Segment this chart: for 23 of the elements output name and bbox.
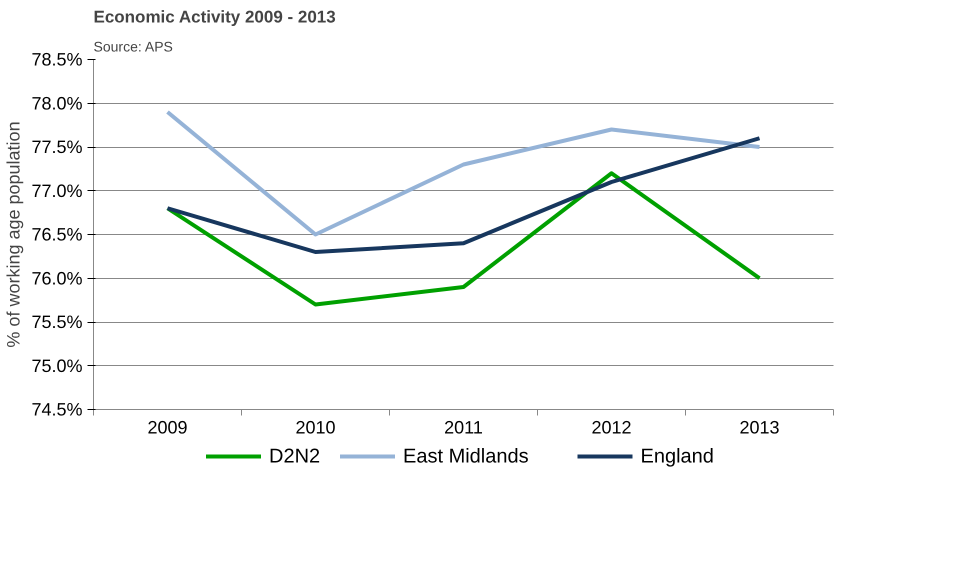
y-tick-label: 75.0% [31, 356, 83, 376]
legend-label: D2N2 [269, 446, 320, 468]
y-tick-label: 74.5% [31, 400, 83, 420]
x-tick-label: 2010 [295, 418, 336, 438]
source-note: Source: APS [94, 38, 173, 54]
line-series [166, 110, 762, 236]
x-tick-label: 2009 [147, 418, 188, 438]
y-tick-label: 78.0% [31, 93, 83, 114]
line-series [166, 171, 762, 306]
chart-title: Economic Activity 2009 - 2013 [94, 8, 336, 26]
y-tick-label: 75.5% [31, 312, 83, 332]
line-series [166, 136, 762, 254]
legend-label: East Midlands [403, 446, 529, 468]
y-axis-title: % of working age population [3, 121, 24, 348]
x-tick-label: 2011 [444, 418, 483, 438]
y-tick-label: 78.5% [31, 50, 83, 70]
y-tick-label: 77.5% [31, 137, 83, 157]
x-tick-label: 2013 [739, 418, 780, 438]
y-tick-label: 76.0% [31, 268, 83, 288]
legend-label: England [640, 446, 714, 468]
y-tick-label: 76.5% [31, 224, 83, 244]
y-tick-label: 77.0% [31, 180, 83, 201]
x-tick-label: 2012 [591, 418, 632, 438]
